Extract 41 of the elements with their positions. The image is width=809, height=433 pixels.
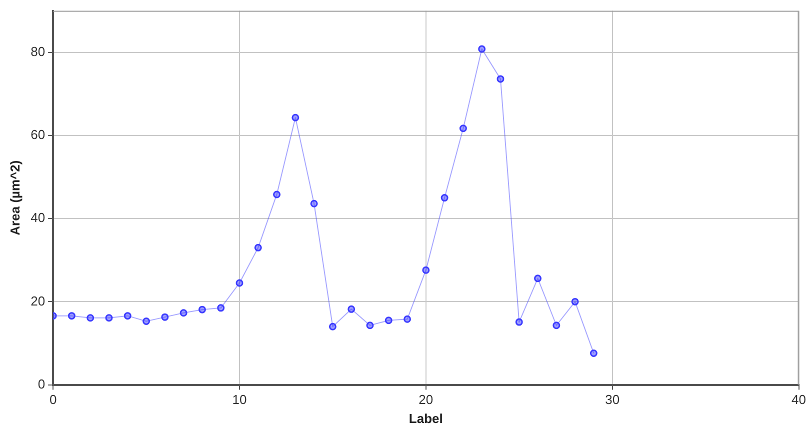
point [217, 304, 225, 312]
point [478, 45, 486, 53]
point [422, 266, 430, 274]
point [440, 194, 448, 202]
point [571, 298, 579, 306]
point [328, 322, 336, 330]
y-tick-label: 0 [38, 376, 46, 392]
point [496, 75, 504, 83]
point [292, 114, 300, 122]
x-tick-label: 0 [49, 392, 57, 408]
point [254, 244, 262, 252]
point [273, 190, 281, 198]
point [180, 309, 188, 317]
point [590, 349, 598, 357]
x-tick-label: 10 [232, 392, 247, 408]
y-tick-label: 20 [30, 293, 46, 308]
point [198, 306, 206, 314]
y-tick-label: 60 [30, 127, 46, 142]
point [366, 322, 374, 330]
y-tick-label: 80 [30, 44, 46, 59]
point [124, 312, 132, 320]
y-tick-label: 40 [30, 210, 46, 226]
x-tick-label: 40 [792, 392, 806, 408]
y-axis-title: Area (µm^2) [7, 160, 22, 236]
point [236, 279, 244, 287]
point [68, 312, 76, 320]
point [515, 318, 523, 326]
point [534, 274, 542, 282]
point [161, 313, 169, 321]
point [404, 315, 412, 323]
point [552, 322, 560, 330]
point [142, 317, 150, 325]
point [86, 314, 94, 322]
x-axis-title: Label [408, 410, 443, 426]
point [384, 316, 392, 324]
point [348, 305, 356, 313]
point [459, 124, 467, 132]
point [105, 314, 113, 322]
point [310, 200, 318, 208]
x-tick-label: 30 [605, 392, 620, 408]
x-tick-label: 20 [418, 392, 434, 408]
